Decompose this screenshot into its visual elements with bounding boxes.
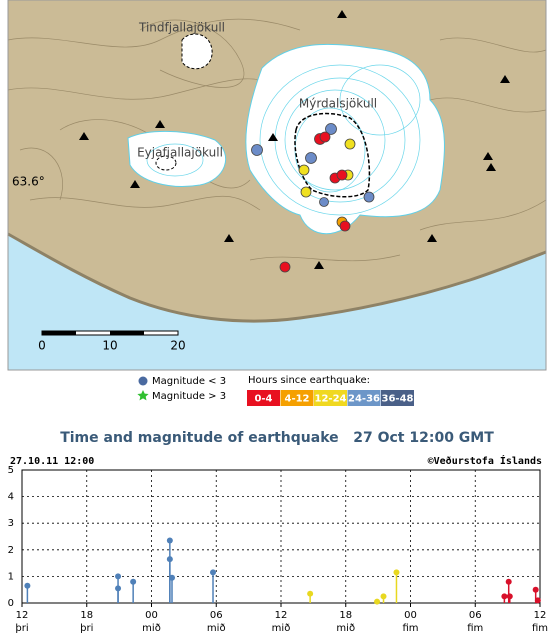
caldera: [294, 112, 371, 198]
y-tick-label: 0: [8, 598, 14, 609]
hours-swatch: [381, 390, 414, 406]
y-tick-label: 1: [8, 571, 14, 582]
x-tick-label: 18: [80, 610, 93, 621]
quake-point: [115, 585, 122, 592]
scale-label: 20: [170, 339, 185, 353]
x-tick-label: 06: [469, 610, 482, 621]
latitude-label: 63.6°: [12, 175, 45, 189]
map-label: Eyjafjallajökull: [137, 146, 223, 160]
hours-label: 12-24: [315, 394, 347, 405]
x-tick-label: 12: [275, 610, 288, 621]
y-tick-label: 3: [8, 518, 14, 529]
credit: ©Veðurstofa Íslands: [428, 454, 542, 467]
chart-title: Time and magnitude of earthquake 27 Oct …: [60, 430, 494, 446]
quake-point: [166, 556, 173, 563]
x-tick-day: mið: [142, 623, 161, 634]
quake-point: [166, 537, 173, 544]
scale-label: 0: [38, 339, 46, 353]
y-tick-label: 5: [8, 465, 14, 476]
x-tick-label: 00: [145, 610, 158, 621]
legend-title: Hours since earthquake:: [248, 375, 370, 386]
legend-text: Magnitude < 3: [152, 376, 226, 387]
x-tick-label: 12: [534, 610, 547, 621]
x-tick-day: fim: [467, 623, 483, 634]
x-tick-label: 06: [210, 610, 223, 621]
y-tick-label: 4: [8, 492, 14, 503]
quake-point: [374, 598, 381, 605]
coastline: [7, 232, 547, 323]
x-tick-day: mið: [336, 623, 355, 634]
quake-point: [532, 586, 539, 593]
caldera: [181, 33, 213, 70]
glacier-contours: [259, 64, 421, 216]
stations: [79, 10, 510, 269]
hours-label: 0-4: [254, 394, 272, 405]
map-border: [7, 0, 547, 371]
x-tick-day: fim: [402, 623, 418, 634]
scale-label: 10: [102, 339, 117, 353]
quake-point: [210, 569, 217, 576]
quake-point: [380, 593, 387, 600]
chart: 01234512þri18þri00mið06mið12mið18mið00fi…: [8, 465, 548, 634]
timestamp: 27.10.11 12:00: [10, 456, 94, 467]
legend-text: Magnitude > 3: [152, 391, 226, 402]
scale-bar: 0 10 20: [38, 330, 186, 353]
x-tick-label: 18: [339, 610, 352, 621]
hours-swatch: [314, 390, 347, 406]
hours-legend: 0-4 4-12 12-24 24-36 36-48: [247, 390, 414, 406]
myrdalsjokull: [245, 43, 445, 235]
hours-swatch: [280, 390, 314, 406]
quake-point: [506, 593, 513, 600]
quake-point: [307, 590, 314, 597]
quake-point: [24, 582, 31, 589]
x-tick-day: þri: [15, 623, 28, 634]
x-tick-day: fim: [532, 623, 548, 634]
map-label: Tindfjallajökull: [138, 21, 225, 35]
legend-star: [137, 390, 149, 401]
legend-dot: [138, 376, 148, 386]
hours-label: 36-48: [382, 394, 414, 405]
y-tick-label: 2: [8, 545, 14, 556]
quake-point: [130, 578, 137, 585]
quake-point: [169, 574, 176, 581]
quake-point: [501, 593, 508, 600]
eyjafjallajokull: [127, 131, 227, 187]
hours-label: 24-36: [348, 394, 380, 405]
x-tick-label: 12: [16, 610, 29, 621]
quake-dots: [251, 123, 375, 273]
map: Tindfjallajökull Mýrdalsjökull Eyjafjall…: [7, 0, 547, 371]
contours: [7, 18, 547, 262]
hours-swatch: [247, 390, 280, 406]
x-tick-day: mið: [272, 623, 291, 634]
x-tick-day: mið: [207, 623, 226, 634]
quake-point: [115, 573, 122, 580]
quake-point: [393, 569, 400, 576]
hours-swatch: [347, 390, 381, 406]
hours-label: 4-12: [284, 394, 309, 405]
quake-point: [505, 578, 512, 585]
legend: Magnitude < 3 Magnitude > 3 Hours since …: [137, 375, 414, 406]
x-tick-label: 00: [404, 610, 417, 621]
map-label: Mýrdalsjökull: [299, 97, 377, 111]
caldera: [155, 155, 177, 171]
x-tick-day: þri: [80, 623, 93, 634]
quake-point: [534, 597, 541, 604]
